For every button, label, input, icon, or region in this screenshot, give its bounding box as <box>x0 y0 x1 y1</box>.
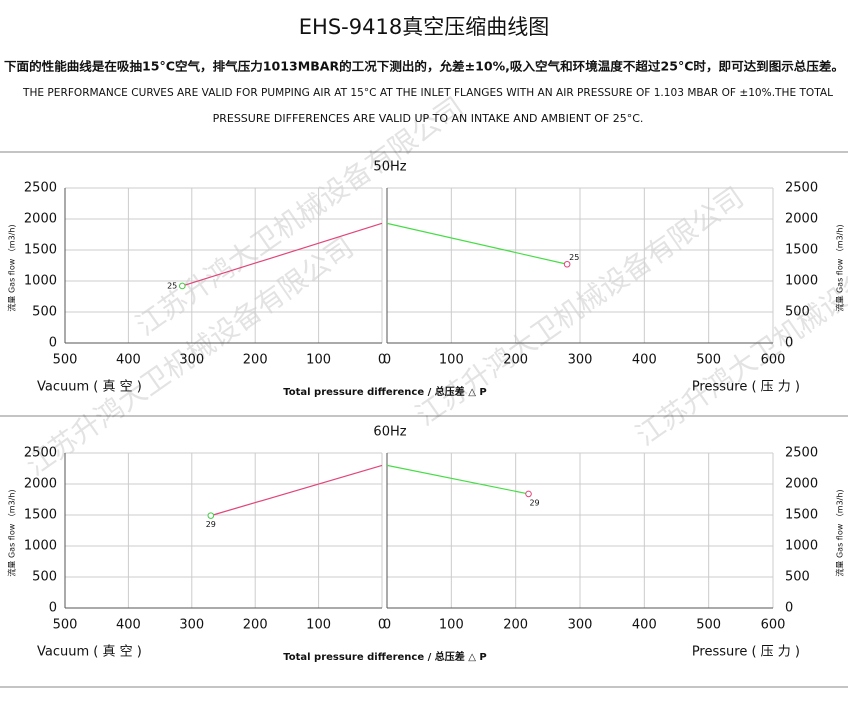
x-tick-label: 0 <box>383 353 391 368</box>
x-tick-label: 100 <box>306 618 331 633</box>
end-marker <box>207 512 215 519</box>
end-marker <box>563 260 571 268</box>
x-tick-label: 300 <box>568 618 593 633</box>
y-tick-label: 500 <box>32 305 57 320</box>
note-en: PRESSURE DIFFERENCES ARE VALID UP TO AN … <box>213 112 644 125</box>
y-tick-label: 2500 <box>785 446 818 461</box>
curve <box>182 222 383 287</box>
y-tick-label: 1000 <box>785 274 818 289</box>
y-tick-label: 2000 <box>785 212 818 227</box>
y-tick-label: 0 <box>785 601 793 616</box>
x-tick-label: 0 <box>378 353 386 368</box>
x-tick-label: 100 <box>439 353 464 368</box>
note-en: THE PERFORMANCE CURVES ARE VALID FOR PUM… <box>22 86 834 99</box>
x-tick-label: 200 <box>243 353 268 368</box>
panel-label: Vacuum ( 真 空 ) <box>37 380 142 395</box>
x-tick-label: 500 <box>696 618 721 633</box>
panel-label: Pressure ( 压 力 ) <box>692 645 800 660</box>
x-axis-label: Total pressure difference / 总压差 △ P <box>283 650 487 663</box>
y-tick-label: 2000 <box>24 212 57 227</box>
y-axis-label: 流量 Gas flow （m3/h) <box>7 224 17 311</box>
watermark: 江苏升鸿大卫机械设备有限公司 <box>130 90 470 342</box>
x-tick-label: 300 <box>179 618 204 633</box>
x-tick-label: 500 <box>696 353 721 368</box>
panel-label: Vacuum ( 真 空 ) <box>37 645 142 660</box>
x-tick-label: 200 <box>243 618 268 633</box>
x-tick-label: 100 <box>306 353 331 368</box>
x-tick-label: 400 <box>632 618 657 633</box>
y-tick-label: 0 <box>49 336 57 351</box>
y-tick-label: 2500 <box>24 181 57 196</box>
note-cn: 下面的性能曲线是在吸抽15°C空气，排气压力1013MBAR的工况下测出的，允差… <box>4 59 844 74</box>
y-tick-label: 1000 <box>24 274 57 289</box>
y-tick-label: 2500 <box>785 181 818 196</box>
x-axis-label: Total pressure difference / 总压差 △ P <box>283 385 487 398</box>
y-tick-label: 1500 <box>24 508 57 523</box>
page-title: EHS-9418真空压缩曲线图 <box>299 15 549 39</box>
x-tick-label: 600 <box>761 618 786 633</box>
y-tick-label: 0 <box>49 601 57 616</box>
x-tick-label: 200 <box>503 618 528 633</box>
x-tick-label: 400 <box>116 353 141 368</box>
x-tick-label: 400 <box>116 618 141 633</box>
y-tick-label: 1500 <box>785 243 818 258</box>
marker-label: 29 <box>206 520 216 529</box>
x-tick-label: 500 <box>53 353 78 368</box>
y-tick-label: 2000 <box>24 477 57 492</box>
x-tick-label: 0 <box>378 618 386 633</box>
y-tick-label: 0 <box>785 336 793 351</box>
x-tick-label: 300 <box>568 353 593 368</box>
y-tick-label: 500 <box>785 570 810 585</box>
end-marker <box>178 282 186 290</box>
y-axis-label: 流量 Gas flow （m3/h) <box>835 489 845 576</box>
y-tick-label: 2500 <box>24 446 57 461</box>
marker-label: 25 <box>569 253 579 262</box>
y-axis-label: 流量 Gas flow （m3/h) <box>7 489 17 576</box>
x-tick-label: 400 <box>632 353 657 368</box>
y-tick-label: 1500 <box>24 243 57 258</box>
y-tick-label: 2000 <box>785 477 818 492</box>
marker-label: 29 <box>529 498 539 507</box>
y-tick-label: 1000 <box>785 539 818 554</box>
chart-title: 50Hz <box>373 160 406 175</box>
y-tick-label: 500 <box>785 305 810 320</box>
curve <box>210 464 383 517</box>
y-tick-label: 1000 <box>24 539 57 554</box>
x-tick-label: 200 <box>503 353 528 368</box>
x-tick-label: 500 <box>53 618 78 633</box>
x-tick-label: 100 <box>439 618 464 633</box>
y-tick-label: 1500 <box>785 508 818 523</box>
watermarks: 江苏升鸿大卫机械设备有限公司 江苏升鸿大卫机械设备有限公司 江苏升鸿大卫机械设备… <box>20 90 848 482</box>
x-tick-label: 300 <box>179 353 204 368</box>
chart-title: 60Hz <box>373 425 406 440</box>
curve <box>386 464 529 495</box>
marker-label: 25 <box>167 281 177 290</box>
curve <box>386 222 568 265</box>
y-axis-label: 流量 Gas flow （m3/h) <box>835 224 845 311</box>
panel-label: Pressure ( 压 力 ) <box>692 380 800 395</box>
y-tick-label: 500 <box>32 570 57 585</box>
end-marker <box>525 490 532 498</box>
x-tick-label: 0 <box>383 618 391 633</box>
x-tick-label: 600 <box>761 353 786 368</box>
